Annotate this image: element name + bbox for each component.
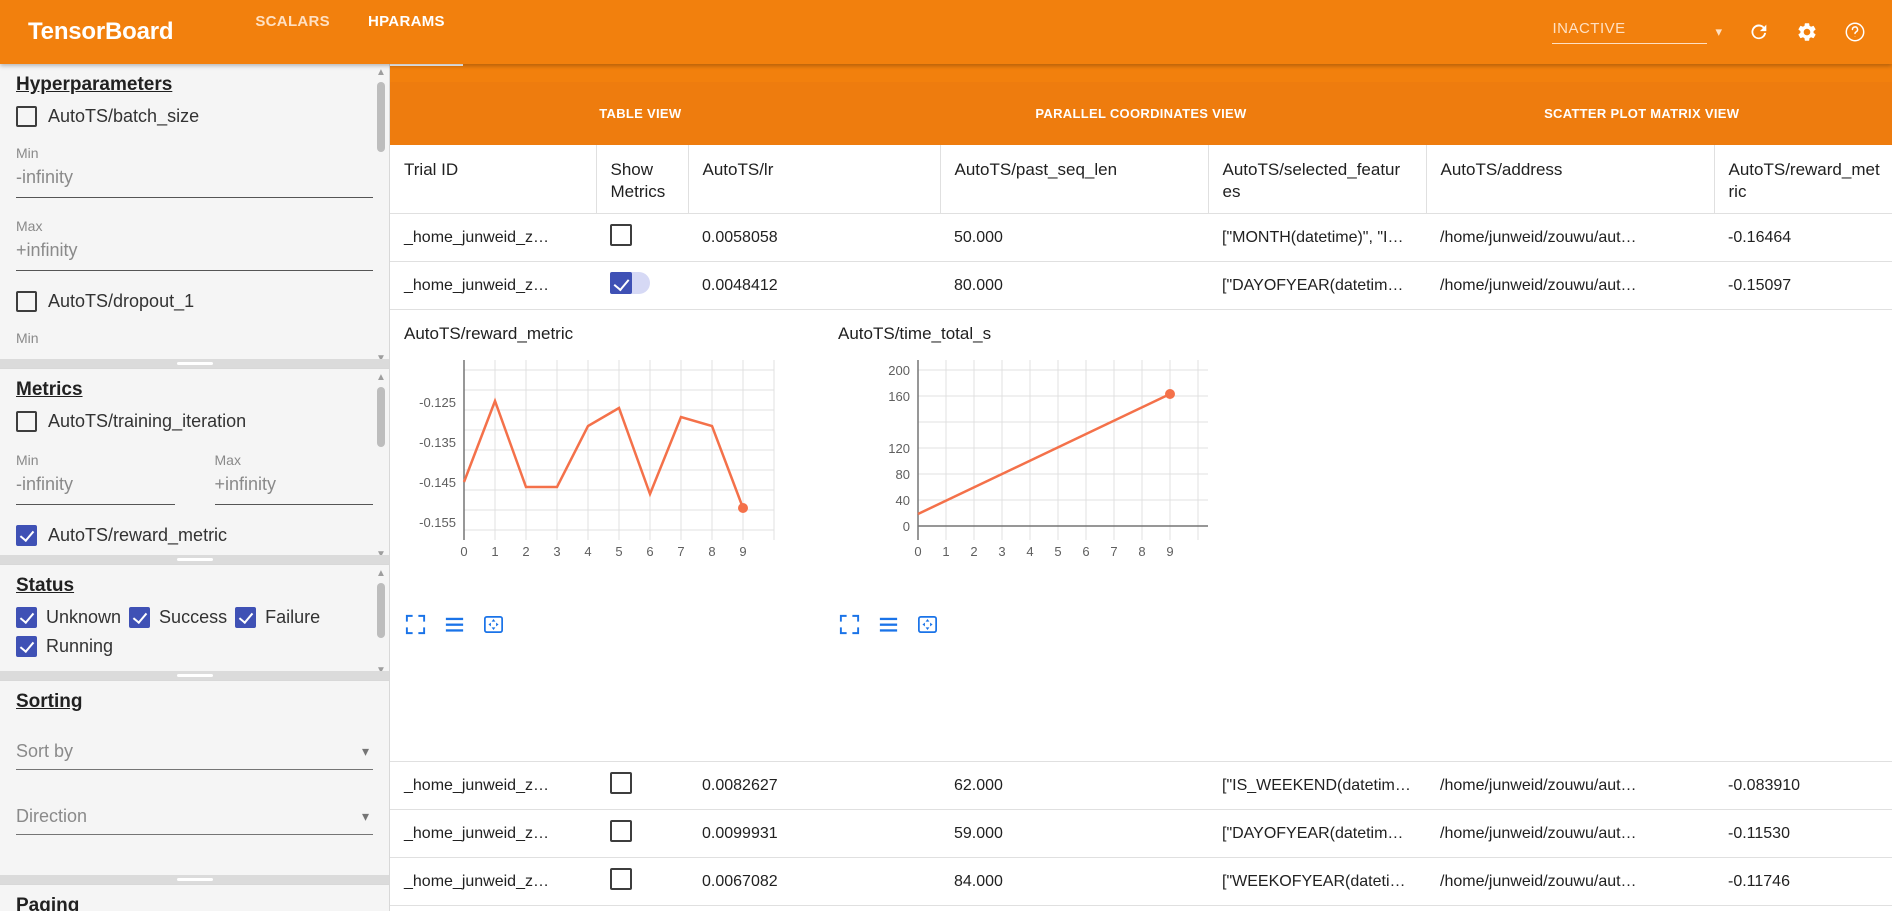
svg-text:40: 40 xyxy=(896,493,910,508)
svg-text:80: 80 xyxy=(896,467,910,482)
svg-text:3: 3 xyxy=(553,544,560,559)
svg-text:8: 8 xyxy=(708,544,715,559)
svg-text:-0.135: -0.135 xyxy=(419,435,456,450)
svg-text:8: 8 xyxy=(1138,544,1145,559)
svg-text:0: 0 xyxy=(460,544,467,559)
svg-text:0: 0 xyxy=(903,519,910,534)
svg-text:2: 2 xyxy=(522,544,529,559)
svg-text:7: 7 xyxy=(677,544,684,559)
svg-text:-0.155: -0.155 xyxy=(419,515,456,530)
svg-text:120: 120 xyxy=(888,441,910,456)
svg-text:0: 0 xyxy=(914,544,921,559)
svg-text:2: 2 xyxy=(970,544,977,559)
svg-text:7: 7 xyxy=(1110,544,1117,559)
svg-text:5: 5 xyxy=(1054,544,1061,559)
svg-text:-0.145: -0.145 xyxy=(419,475,456,490)
svg-text:9: 9 xyxy=(739,544,746,559)
svg-text:4: 4 xyxy=(1026,544,1033,559)
svg-text:-0.125: -0.125 xyxy=(419,395,456,410)
svg-text:1: 1 xyxy=(491,544,498,559)
svg-text:6: 6 xyxy=(646,544,653,559)
svg-text:3: 3 xyxy=(998,544,1005,559)
svg-text:1: 1 xyxy=(942,544,949,559)
svg-text:5: 5 xyxy=(615,544,622,559)
svg-text:160: 160 xyxy=(888,389,910,404)
svg-text:200: 200 xyxy=(888,363,910,378)
svg-text:6: 6 xyxy=(1082,544,1089,559)
svg-text:4: 4 xyxy=(584,544,591,559)
svg-text:9: 9 xyxy=(1166,544,1173,559)
